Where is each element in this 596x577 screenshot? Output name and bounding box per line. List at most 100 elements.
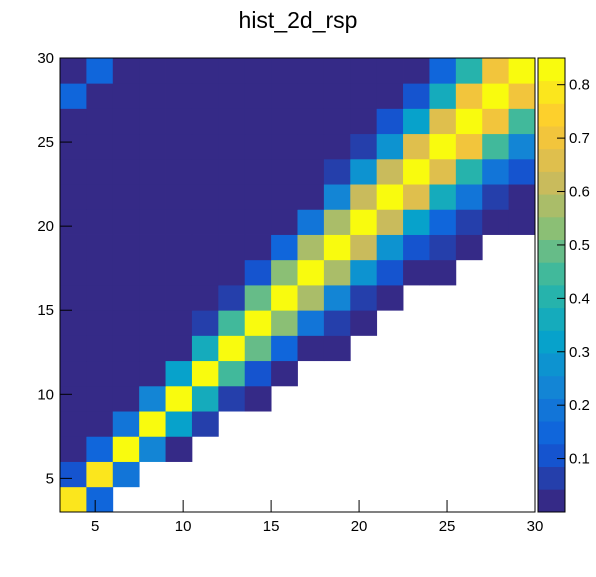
heatmap-cell — [508, 209, 536, 235]
x-tick-label: 30 — [527, 518, 544, 535]
heatmap-cell — [86, 461, 114, 488]
heatmap-cell — [350, 58, 378, 84]
x-tick-label: 5 — [91, 518, 99, 535]
heatmap-cell — [165, 234, 193, 261]
heatmap-cell — [271, 234, 298, 261]
heatmap-cell — [218, 184, 246, 210]
heatmap-cell — [191, 108, 219, 135]
heatmap-cell — [403, 58, 430, 84]
heatmap-cell — [86, 234, 114, 261]
heatmap-cell — [165, 133, 193, 160]
heatmap-cell — [455, 209, 483, 235]
colorbar-tick-label: 0.2 — [569, 397, 590, 414]
heatmap-cell — [297, 83, 325, 109]
heatmap-cell — [112, 234, 140, 261]
heatmap-cell — [482, 108, 510, 135]
heatmap-cell — [403, 158, 430, 185]
heatmap-cell — [297, 184, 325, 210]
heatmap-cell — [112, 259, 140, 286]
heatmap-cell — [455, 184, 483, 210]
colorbar-tick-label: 0.5 — [569, 237, 590, 254]
heatmap-cell — [165, 285, 193, 311]
heatmap-cell — [297, 335, 325, 362]
heatmap-cell — [86, 411, 114, 437]
heatmap-cell — [60, 360, 87, 387]
colorbar-segment — [538, 353, 565, 377]
heatmap-cell — [112, 310, 140, 336]
heatmap-cell — [60, 209, 87, 235]
heatmap-cell — [297, 58, 325, 84]
heatmap-cell — [350, 83, 378, 109]
colorbar-segment — [538, 489, 565, 513]
heatmap-cell — [60, 108, 87, 135]
heatmap-cell — [60, 486, 87, 513]
heatmap-cell — [271, 108, 298, 135]
heatmap-cell — [271, 360, 298, 387]
heatmap-cell — [218, 310, 246, 336]
heatmap-cell — [350, 133, 378, 160]
heatmap-cell — [191, 310, 219, 336]
heatmap-cell — [112, 209, 140, 235]
heatmap-cell — [508, 184, 536, 210]
heatmap-cell — [139, 310, 166, 336]
heatmap-cell — [271, 83, 298, 109]
colorbar-segment — [538, 80, 565, 104]
heatmap-cell — [323, 133, 351, 160]
heatmap-cell — [218, 83, 246, 109]
heatmap-cell — [86, 335, 114, 362]
heatmap-cell — [244, 285, 272, 311]
heatmap-cell — [323, 310, 351, 336]
heatmap-cell — [60, 385, 87, 412]
y-tick-label: 10 — [37, 386, 54, 403]
heatmap-cell — [86, 486, 114, 513]
heatmap-cell — [112, 436, 140, 462]
heatmap-cell — [244, 209, 272, 235]
heatmap-cell — [112, 461, 140, 488]
heatmap-cell — [297, 310, 325, 336]
heatmap-cell — [376, 285, 404, 311]
heatmap-cell — [139, 360, 166, 387]
heatmap-cell — [112, 184, 140, 210]
colorbar-tick-label: 0.3 — [569, 344, 590, 361]
heatmap-cell — [376, 209, 404, 235]
cells — [60, 58, 536, 513]
heatmap-cell — [429, 83, 457, 109]
heatmap-cell — [139, 209, 166, 235]
heatmap-cell — [139, 184, 166, 210]
heatmap-cell — [403, 209, 430, 235]
heatmap-cell — [86, 158, 114, 185]
heatmap-cell — [60, 83, 87, 109]
heatmap-cell — [297, 234, 325, 261]
heatmap-cell — [429, 158, 457, 185]
heatmap-cell — [455, 58, 483, 84]
colorbar-tick-label: 0.8 — [569, 77, 590, 94]
heatmap-cell — [191, 209, 219, 235]
heatmap-cell — [429, 108, 457, 135]
heatmap-cell — [165, 411, 193, 437]
heatmap-cell — [455, 108, 483, 135]
colorbar-segment — [538, 443, 565, 467]
heatmap-cell — [218, 360, 246, 387]
y-tick-label: 30 — [37, 50, 54, 67]
x-tick-label: 25 — [439, 518, 456, 535]
heatmap-cell — [271, 285, 298, 311]
heatmap-cell — [429, 259, 457, 286]
heatmap-cell — [376, 133, 404, 160]
heatmap-cell — [218, 58, 246, 84]
y-tick-label: 15 — [37, 302, 54, 319]
heatmap-cell — [112, 335, 140, 362]
colorbar-segment — [538, 103, 565, 127]
heatmap-cell — [244, 108, 272, 135]
heatmap-cell — [165, 360, 193, 387]
heatmap-cell — [60, 310, 87, 336]
heatmap-cell — [86, 436, 114, 462]
colorbar-segment — [538, 58, 565, 82]
heatmap-cell — [218, 335, 246, 362]
heatmap-cell — [376, 259, 404, 286]
heatmap-cell — [60, 184, 87, 210]
heatmap-cell — [376, 158, 404, 185]
heatmap-cell — [60, 285, 87, 311]
heatmap-cell — [244, 360, 272, 387]
y-tick-label: 25 — [37, 134, 54, 151]
